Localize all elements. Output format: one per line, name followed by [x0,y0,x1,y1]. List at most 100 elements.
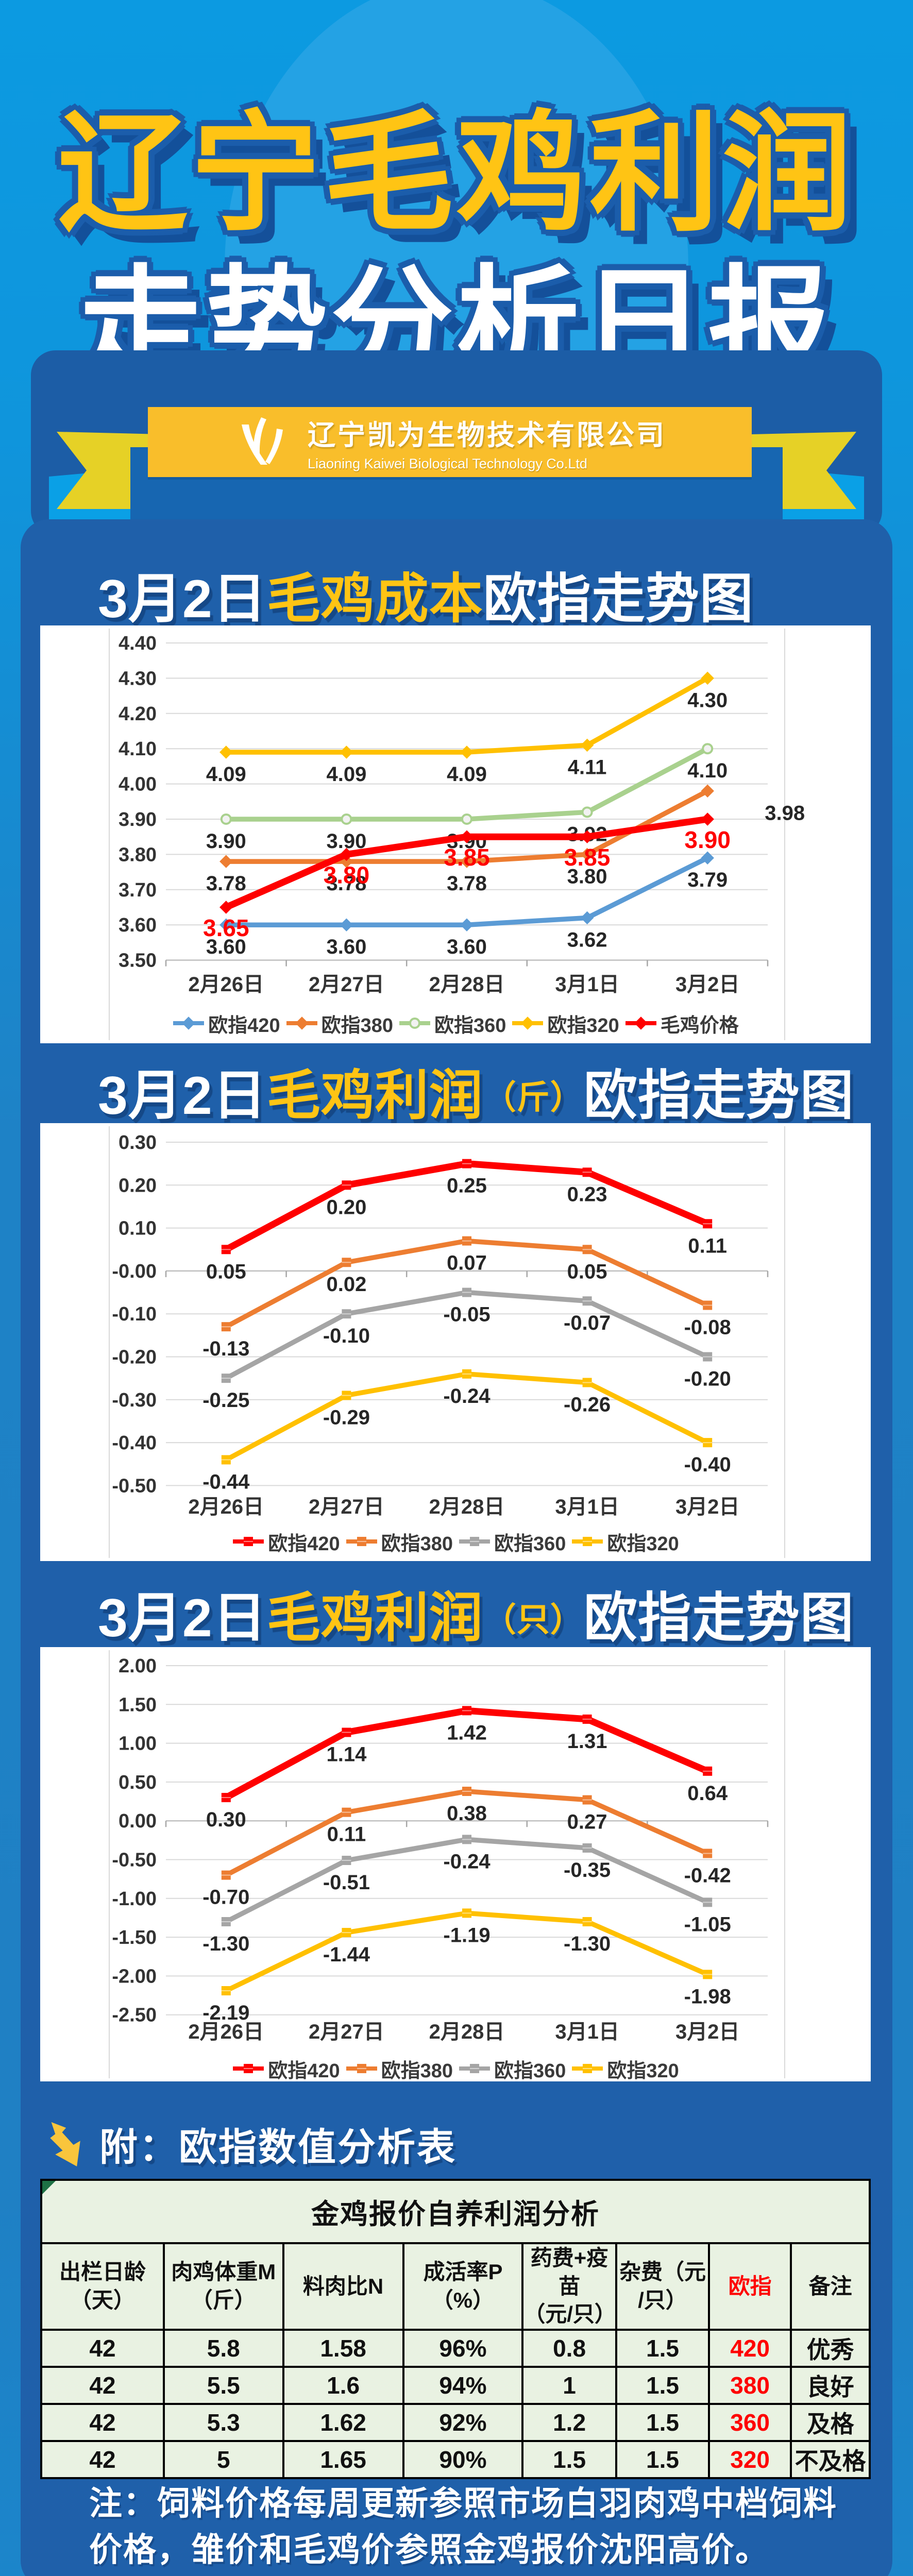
table-header-cell: 肉鸡体重M （斤） [162,2242,284,2331]
x-tick-label: 3月1日 [555,1496,619,1518]
y-tick-label: -1.00 [112,1888,157,1910]
analysis-section-header: 附：欧指数值分析表 [45,2116,457,2172]
x-tick-label: 2月26日 [188,973,264,996]
marker-circle-open [341,814,352,825]
y-tick-label: 4.00 [119,774,157,795]
data-label: 4.09 [326,763,366,786]
table-cell: 1.62 [282,2402,404,2442]
table-cell: 5.8 [162,2328,284,2368]
table-header-cell: 欧指 [708,2242,792,2331]
section-title-part: 3月2日 [98,1588,267,1648]
table-header-line: （%） [431,2287,495,2312]
y-tick-label: 0.30 [119,1132,157,1154]
excel-corner-triangle [42,2181,56,2194]
data-label: 3.78 [206,872,246,895]
legend-item: 毛鸡价格 [624,1009,739,1038]
legend-label: 毛鸡价格 [660,1014,739,1037]
data-label: 4.09 [447,763,487,786]
legend-label: 欧指360 [434,1014,506,1037]
legend-swatch [233,2064,264,2073]
data-label: 4.10 [687,759,728,782]
data-label: -1.30 [202,1933,249,1955]
x-tick-label: 3月1日 [555,973,619,996]
x-tick-label: 2月27日 [309,1496,384,1518]
data-label: 0.38 [447,1802,487,1825]
data-label: 0.27 [567,1811,607,1834]
legend-swatch [346,1537,377,1546]
legend-item: 欧指380 [345,2055,453,2083]
analysis-table: 金鸡报价自养利润分析 出栏日龄 （天） 肉鸡体重M （斤） 料肉比N 成活率P （%） 药费+疫… [40,2179,871,2479]
table-cell: 90% [402,2439,524,2479]
table-header-line: 备注 [808,2274,852,2298]
series-4: -2.19 -1.44 -1.19 -1.30 -1.98 [202,1908,731,2024]
legend-swatch [346,2064,377,2073]
table-header-line: （天） [70,2287,135,2312]
legend-item: 欧指360 [458,1528,566,1556]
data-label: 4.11 [568,756,607,778]
series-data-labels: -0.44 -0.29 -0.24 -0.26 -0.40 [202,1385,731,1494]
data-label: -0.20 [684,1368,731,1391]
y-tick-label: 4.30 [119,668,157,689]
series-1: 3.60 3.60 3.60 3.62 3.79 [206,851,728,958]
series-3: -0.25 -0.10 -0.05 -0.07 -0.20 [202,1287,731,1412]
legend-swatch [459,1537,490,1546]
x-tick-label: 2月27日 [309,973,384,996]
chart-3-svg: 2.00 1.50 1.00 0.50 0.00 -0.50 -1.00 -1.50 -2.00… [109,1650,785,2078]
legend-label: 欧指360 [494,1533,566,1555]
section-title-part: 毛鸡利润 [266,1066,483,1126]
data-label: -0.08 [684,1316,731,1339]
gridlines [166,642,768,961]
arrow-icon [50,2122,80,2166]
series-data-labels: -1.30 -0.51 -0.24 -0.35 -1.05 [202,1850,731,1955]
x-axis-labels: 2月26日 2月27日 2月28日 3月1日 3月2日 [188,973,739,996]
table-cell: 5.3 [162,2402,284,2442]
data-label: 3.90 [684,826,731,853]
chart-3-legend: 欧指420 欧指380 欧指360 欧指320 [40,2055,871,2082]
table-cell: 42 [40,2439,165,2479]
y-axis-labels: 4.40 4.30 4.20 4.10 4.00 3.90 3.80 3.70 3.60 3.50 [119,633,157,972]
table-cell: 42 [40,2402,165,2442]
marker-circle-open [461,814,472,825]
marker-diamond [460,830,474,843]
table-cell: 1.65 [282,2439,404,2479]
kaiwei-logo [242,417,283,465]
series-2: -0.70 0.11 0.38 0.27 -0.42 [202,1786,731,1909]
x-tick-label: 2月28日 [429,1496,505,1518]
y-tick-label: 0.20 [119,1175,157,1196]
table-row: 42 5.8 1.58 96% 0.8 1.5 420 优秀 [40,2328,871,2368]
table-cell: 良好 [790,2365,871,2405]
y-tick-label: 0.10 [119,1218,157,1240]
section-title-part: （斤） [483,1079,584,1116]
table-cell: 1.5 [521,2439,617,2479]
legend-label: 欧指320 [607,2060,679,2082]
marker-diamond [460,745,474,759]
legend-label: 欧指320 [547,1014,619,1037]
table-cell: 1.2 [521,2402,617,2442]
marker-circle-open [220,814,232,825]
data-label: 0.11 [688,1234,727,1257]
marker-circle-open [702,743,714,755]
data-label: -1.98 [684,1985,731,2008]
table-cell: 5 [162,2439,284,2479]
table-cell: 96% [402,2328,524,2368]
y-axis-labels: 2.00 1.50 1.00 0.50 0.00 -0.50 -1.00 -1.50 -2.00… [112,1655,157,2026]
table-cell: 0.8 [521,2328,617,2368]
series-data-labels: -0.25 -0.10 -0.05 -0.07 -0.20 [202,1303,731,1412]
marker-diamond [460,855,474,868]
table-cell: 不及格 [790,2439,871,2479]
table-row: 42 5.3 1.62 92% 1.2 1.5 360 及格 [40,2402,871,2442]
table-cell: 380 [708,2365,792,2405]
y-tick-label: -0.50 [112,1475,157,1497]
data-label: -0.24 [443,1385,491,1408]
table-header-line: （斤） [191,2287,256,2312]
data-label: -0.51 [323,1871,370,1894]
legend-item: 欧指360 [398,1009,506,1038]
marker-diamond [460,918,474,931]
table-header-line: 出栏日龄 [59,2260,146,2284]
y-tick-label: 3.70 [119,879,157,901]
marker-diamond [340,918,353,931]
legend-swatch [233,1537,264,1546]
x-tick-label: 2月28日 [429,2021,505,2043]
y-tick-label: 4.40 [119,633,157,654]
